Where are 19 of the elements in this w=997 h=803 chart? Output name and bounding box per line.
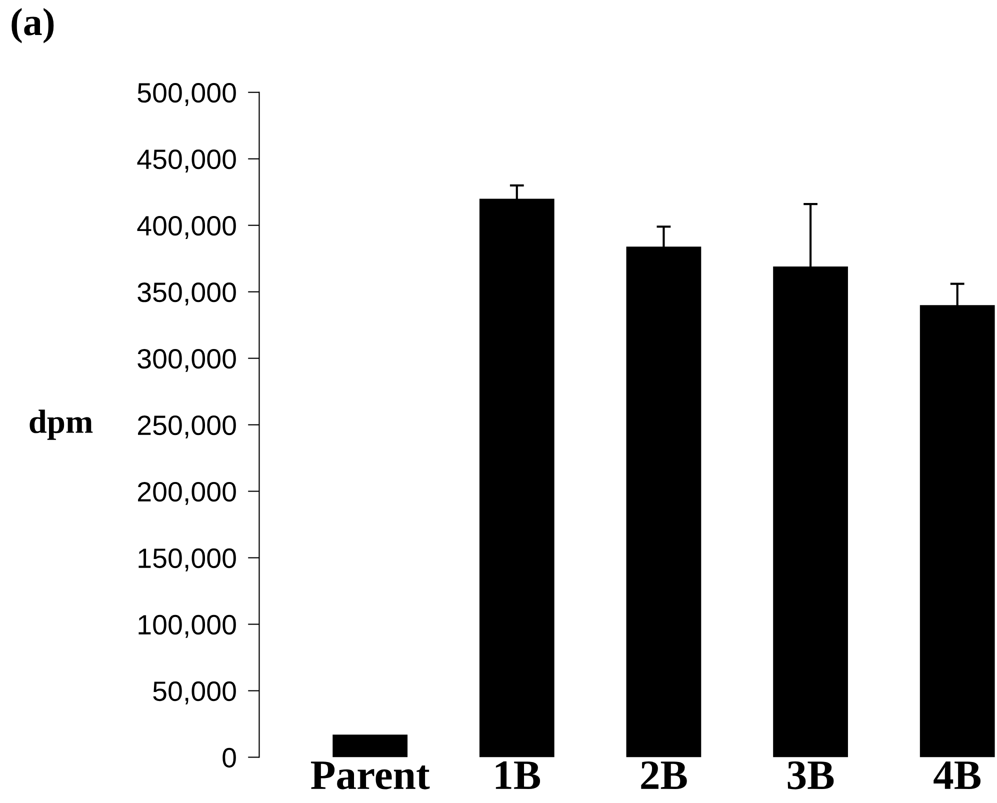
y-tick-label: 500,000 [138, 83, 236, 106]
y-tick-label: 450,000 [137, 150, 236, 172]
y-axis-title: dpm [30, 410, 93, 440]
x-tick-label: 1B [496, 761, 540, 790]
bar [332, 734, 408, 758]
y-tick-label: 150,000 [138, 548, 236, 572]
y-tick-label: 100,000 [138, 614, 236, 638]
x-tick-label: 3B [788, 761, 834, 790]
x-tick-label: 2B [641, 761, 687, 790]
y-tick-label: 300,000 [138, 348, 236, 372]
y-tick-label: 50,000 [153, 681, 236, 704]
x-tick-label: Parent [310, 762, 430, 790]
chart-title: (a) [12, 8, 54, 44]
y-tick-label: 350,000 [138, 282, 236, 306]
y-tick-label: 400,000 [137, 216, 236, 239]
y-tick-label: 250,000 [138, 415, 236, 438]
y-tick-label: 0 [222, 748, 236, 768]
y-tick-label: 200,000 [138, 482, 236, 505]
x-tick-label: 4B [934, 761, 981, 790]
